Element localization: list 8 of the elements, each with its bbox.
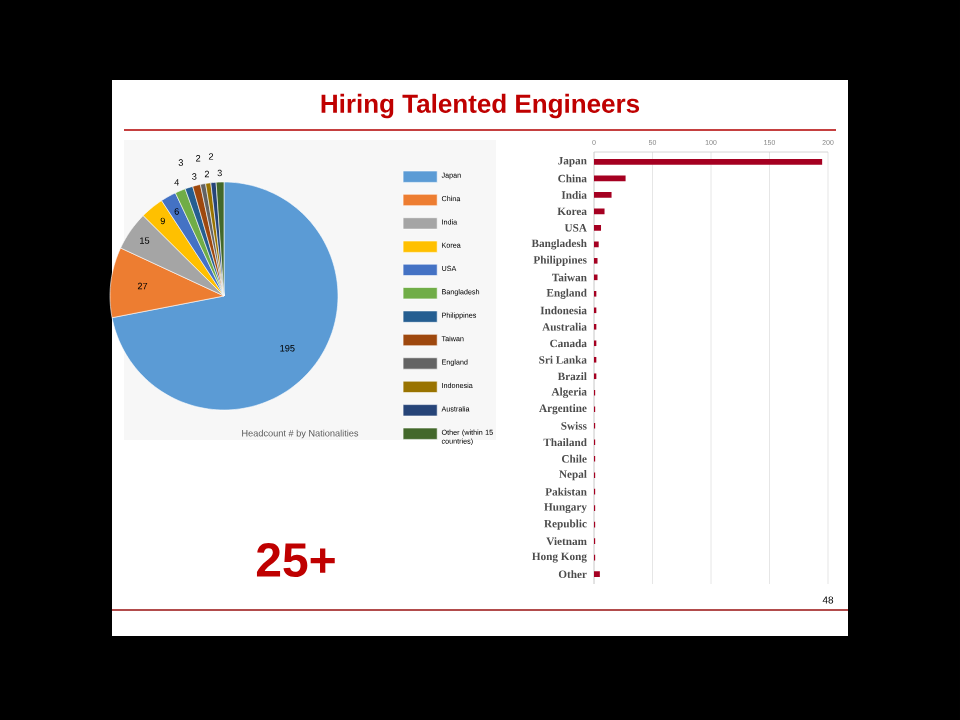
text: Hiring Talented Engineers (321, 93, 640, 119)
bar (594, 225, 602, 231)
bar (594, 175, 626, 182)
bar (594, 571, 600, 577)
text: 25+ (256, 543, 335, 577)
bar (594, 208, 605, 215)
bar (594, 159, 823, 165)
bar (594, 192, 612, 198)
